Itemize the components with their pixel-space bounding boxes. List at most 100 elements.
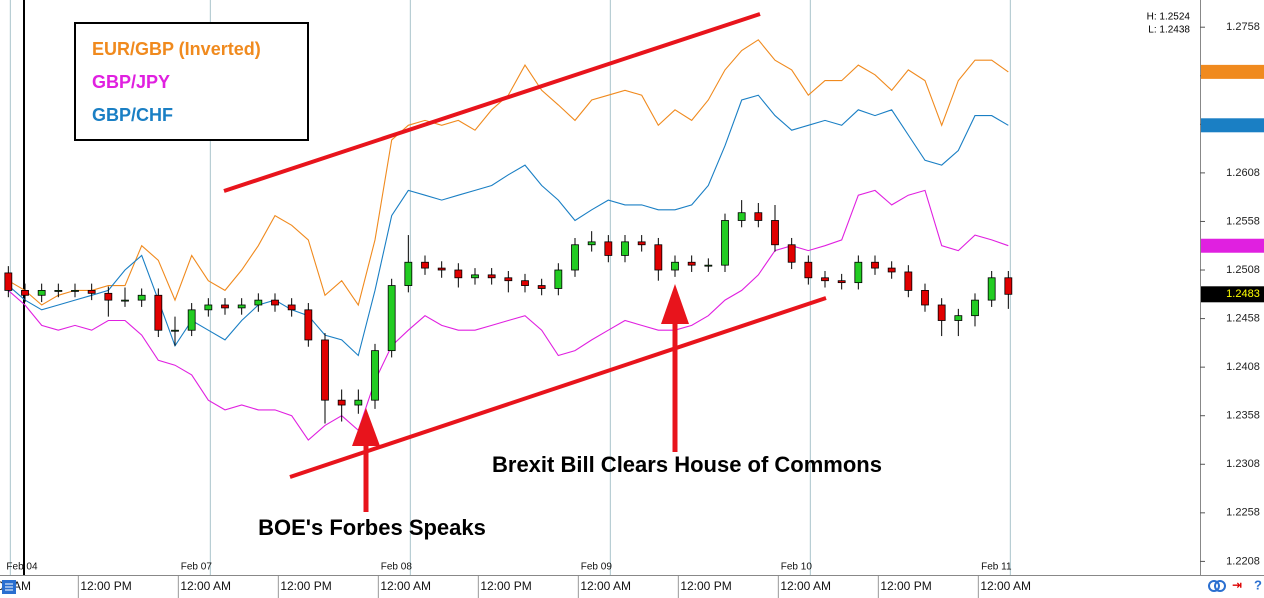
candle-body [487, 274, 496, 279]
y-axis: 1.2208 1.2258 1.2308 1.2358 1.2408 1.2458 1.25… [1200, 21, 1264, 567]
arrow [352, 408, 380, 512]
candle-body [387, 285, 396, 352]
plot-area [4, 39, 1013, 441]
x-tick-label: 12:00 AM [380, 579, 431, 593]
annotation: BOE's Forbes Speaks [258, 515, 486, 540]
candle-body [321, 339, 329, 401]
candle-body [871, 261, 879, 269]
x-tick-label: 12:00 PM [280, 579, 331, 593]
candle-body [737, 212, 746, 221]
candle-body [154, 294, 163, 331]
candle-body [721, 220, 729, 266]
candle-body [771, 220, 779, 246]
series-price-marker [1201, 118, 1264, 133]
date-tick-label: Feb 08 [381, 562, 413, 573]
candle-body [54, 290, 63, 292]
candle-body [987, 277, 996, 301]
axis-icons: ⇥ ? [2, 577, 1262, 594]
legend: EUR/GBP (Inverted) GBP/JPY GBP/CHF [92, 39, 261, 125]
candle-body [304, 309, 313, 341]
candle-body [471, 274, 479, 279]
legend-box [74, 22, 309, 141]
candle-body [437, 267, 446, 271]
time-axis [0, 575, 1264, 598]
annotation: Brexit Bill Clears House of Commons [492, 452, 882, 477]
candle-body [137, 294, 146, 301]
y-tick-label: 1.2308 [1226, 458, 1260, 470]
svg-text:?: ? [1254, 577, 1262, 592]
y-tick-label: 1.2408 [1226, 361, 1260, 373]
candle-body [604, 241, 613, 256]
high-label: H: 1.2524 [1147, 12, 1191, 23]
x-tick-label: 12:00 AM [580, 579, 631, 593]
candle-body [787, 244, 796, 263]
legend-label: GBP/JPY [92, 72, 170, 92]
candle-body [521, 280, 529, 286]
candle-body [421, 261, 429, 269]
candle-body [904, 271, 913, 291]
y-tick-label: 1.2358 [1226, 410, 1260, 422]
series-price-marker [1201, 238, 1264, 253]
x-tick-label: 12:00 PM [480, 579, 531, 593]
candle-body [287, 304, 296, 311]
y-tick-label: 1.2458 [1226, 312, 1260, 324]
candle-body [654, 244, 663, 271]
candle-body [71, 290, 79, 292]
candle-body [554, 269, 563, 289]
x-tick-label: 12:00 PM [880, 579, 931, 593]
candle-body [804, 261, 813, 279]
candle-body [754, 212, 763, 221]
candle-body [271, 299, 279, 306]
y-tick-label: 1.2558 [1226, 215, 1260, 227]
candle-body [504, 277, 513, 282]
candle-body [87, 290, 96, 294]
candle-body [971, 299, 979, 317]
legend-label: GBP/CHF [92, 105, 173, 125]
candle-body [954, 315, 963, 321]
candle-body [854, 261, 863, 284]
trend-line [289, 296, 827, 479]
candle-body [254, 299, 263, 306]
candle-body [621, 241, 629, 256]
candle-body [237, 304, 246, 309]
y-tick-label: 1.2508 [1226, 264, 1260, 276]
candle-body [1004, 277, 1013, 295]
x-tick-label: 12:00 PM [80, 579, 131, 593]
candle-body [121, 299, 129, 302]
candle-body [204, 304, 213, 311]
y-tick-label: 1.2608 [1226, 167, 1260, 179]
series-price-marker [1201, 64, 1264, 79]
date-tick-label: Feb 10 [781, 562, 813, 573]
candle-body [637, 241, 646, 246]
candle-body [687, 261, 696, 266]
y-tick-label: 1.2258 [1226, 507, 1260, 519]
x-tick-label: 12:00 PM [680, 579, 731, 593]
candle-body [921, 290, 929, 306]
candle-body [887, 267, 896, 273]
candle-body [821, 277, 829, 282]
y-tick-label: 1.2208 [1226, 555, 1260, 567]
candle-body [21, 290, 29, 296]
date-tick-label: Feb 11 [981, 562, 1012, 573]
candle-body [937, 304, 946, 321]
candle-body [371, 350, 379, 401]
candle-body [671, 261, 679, 271]
candle-body [104, 292, 113, 301]
candle-body [221, 304, 229, 309]
x-axis: 12:00 AM 12:00 PM 12:00 AM 12:00 PM 12:00 AM… [0, 562, 1031, 598]
trend-line [223, 12, 761, 193]
x-tick-label: 12:00 AM [780, 579, 831, 593]
candle-body [187, 309, 196, 331]
x-tick-label: 12:00 AM [980, 579, 1031, 593]
series-line [7, 94, 1009, 357]
date-tick-label: Feb 09 [581, 562, 613, 573]
candle-body [537, 285, 546, 289]
y-tick-label: 1.2758 [1226, 21, 1260, 33]
candle-body [587, 241, 596, 246]
candle-body [171, 329, 179, 332]
date-tick-label: Feb 04 [6, 562, 38, 573]
candle-body [704, 264, 713, 267]
last-price-marker [1201, 286, 1264, 303]
